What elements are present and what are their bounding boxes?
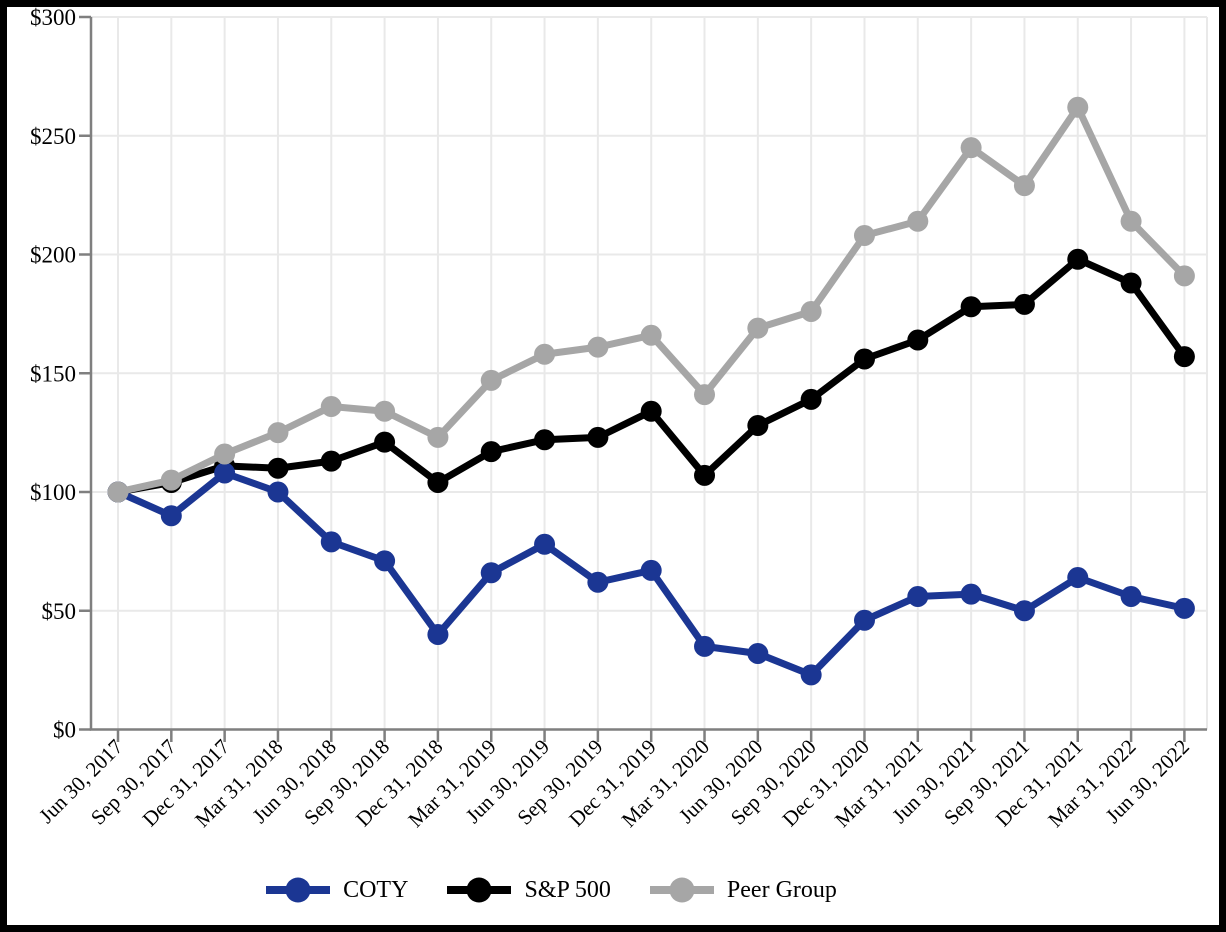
- data-point-s-p-500: [960, 296, 982, 318]
- data-point-coty: [320, 531, 342, 553]
- data-point-peer-group: [214, 443, 236, 465]
- coty-series-marker-icon: [266, 877, 331, 903]
- data-point-peer-group: [160, 469, 182, 491]
- data-point-coty: [1120, 586, 1142, 607]
- data-point-peer-group: [1173, 265, 1195, 287]
- data-point-peer-group: [1067, 96, 1089, 118]
- legend-label-peer-group: Peer Group: [726, 876, 837, 903]
- y-tick-label: $150: [30, 361, 76, 386]
- data-point-s-p-500: [800, 388, 822, 410]
- data-point-s-p-500: [1120, 272, 1142, 294]
- data-point-peer-group: [1013, 175, 1035, 197]
- data-point-coty: [427, 624, 449, 645]
- data-point-coty: [694, 635, 716, 657]
- data-point-peer-group: [640, 324, 662, 346]
- data-point-peer-group: [747, 317, 769, 339]
- data-point-s-p-500: [534, 429, 556, 451]
- legend-label-coty: COTY: [343, 876, 409, 903]
- data-point-coty: [374, 550, 396, 572]
- data-point-coty: [480, 562, 502, 584]
- data-point-peer-group: [853, 225, 875, 246]
- data-point-s-p-500: [267, 457, 289, 479]
- data-point-peer-group: [374, 400, 396, 422]
- peer-group-series-marker-icon: [649, 877, 714, 903]
- y-tick-label: $300: [30, 7, 76, 30]
- data-point-s-p-500: [640, 400, 662, 422]
- data-point-peer-group: [960, 137, 982, 159]
- data-point-s-p-500: [1013, 293, 1035, 315]
- data-point-coty: [1173, 597, 1195, 619]
- data-point-s-p-500: [907, 329, 929, 351]
- legend-label-sp500: S&P 500: [524, 876, 611, 903]
- data-point-s-p-500: [747, 415, 769, 436]
- data-point-s-p-500: [320, 450, 342, 472]
- data-point-s-p-500: [480, 441, 502, 463]
- data-point-coty: [1067, 567, 1089, 588]
- data-point-peer-group: [1120, 210, 1142, 232]
- y-tick-label: $50: [42, 599, 77, 624]
- data-point-coty: [1013, 600, 1035, 622]
- data-point-s-p-500: [374, 431, 396, 453]
- data-point-coty: [800, 664, 822, 686]
- data-point-peer-group: [800, 301, 822, 322]
- y-tick-label: $100: [30, 480, 76, 505]
- legend-item-peer-group: Peer Group: [649, 876, 837, 904]
- data-point-coty: [534, 533, 556, 555]
- sp500-series-marker-icon: [447, 877, 512, 903]
- data-point-peer-group: [107, 481, 129, 503]
- chart-legend: COTY S&P 500 Peer Group: [7, 876, 1157, 904]
- data-point-peer-group: [587, 336, 609, 358]
- legend-item-sp500: S&P 500: [446, 876, 611, 904]
- data-point-s-p-500: [427, 472, 449, 493]
- data-point-peer-group: [427, 426, 449, 448]
- data-point-coty: [747, 643, 769, 664]
- data-point-peer-group: [267, 422, 289, 444]
- y-tick-label: $250: [30, 124, 76, 149]
- data-point-peer-group: [320, 396, 342, 417]
- data-point-s-p-500: [587, 426, 609, 448]
- data-point-s-p-500: [1173, 346, 1195, 368]
- data-point-coty: [640, 559, 662, 581]
- data-point-s-p-500: [1067, 248, 1089, 270]
- data-point-s-p-500: [853, 348, 875, 370]
- data-point-peer-group: [534, 343, 556, 365]
- y-tick-label: $200: [30, 243, 76, 268]
- data-point-s-p-500: [694, 464, 716, 486]
- data-point-peer-group: [480, 369, 502, 391]
- data-point-coty: [160, 505, 182, 527]
- data-point-coty: [587, 571, 609, 593]
- data-point-coty: [960, 583, 982, 605]
- data-point-coty: [214, 462, 236, 484]
- y-tick-label: $0: [53, 718, 76, 743]
- legend-item-coty: COTY: [265, 876, 408, 904]
- data-point-peer-group: [694, 384, 716, 406]
- data-point-coty: [907, 586, 929, 607]
- data-point-coty: [853, 609, 875, 631]
- data-point-coty: [267, 481, 289, 503]
- data-point-peer-group: [907, 210, 929, 232]
